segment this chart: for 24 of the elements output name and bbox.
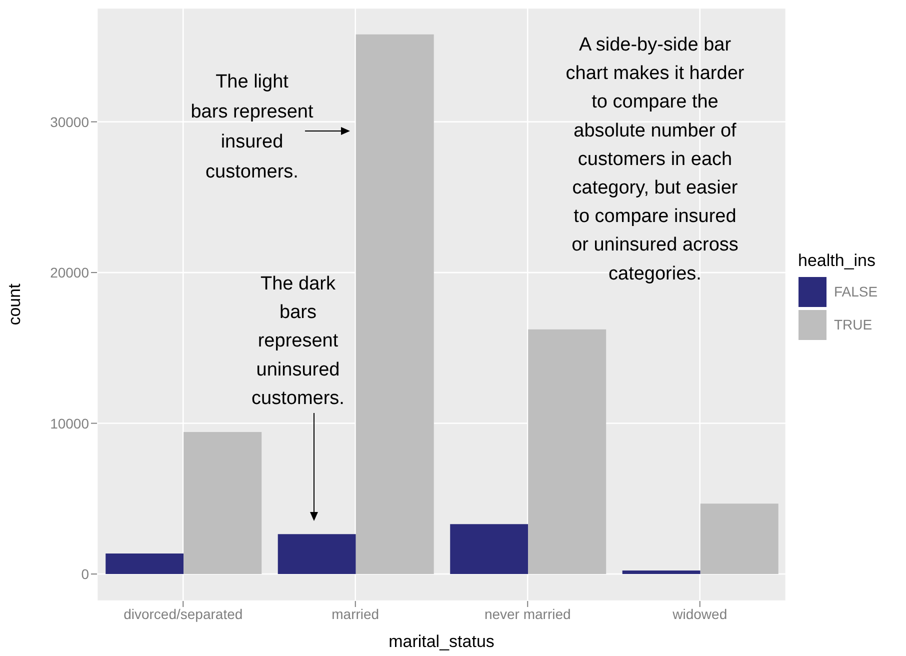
bar <box>184 432 262 574</box>
legend-label: FALSE <box>834 284 878 300</box>
x-tick-label: married <box>332 606 380 622</box>
x-axis-title: marital_status <box>388 632 494 651</box>
bar <box>528 329 606 574</box>
x-tick-label: divorced/separated <box>124 606 243 622</box>
y-tick-label: 10000 <box>50 415 90 432</box>
bar <box>356 34 434 574</box>
bar <box>622 570 700 574</box>
bar <box>700 504 778 574</box>
text: A side-by-side bar chart makes it harder to compare the absolute number of customers in each category, but easier to compare insured or uninsured across categories. <box>566 34 744 284</box>
y-tick-label: 30000 <box>50 114 90 130</box>
annotation: The light bars represent insured customers. <box>190 72 314 182</box>
y-tick-label: 0 <box>81 566 90 582</box>
y-axis-title: count <box>5 283 24 326</box>
annotation: The dark bars represent uninsured customers. <box>252 274 344 409</box>
bar <box>278 534 356 574</box>
y-tick-label: 20000 <box>50 264 90 281</box>
x-tick-label: never married <box>484 606 571 622</box>
bar <box>106 554 184 574</box>
legend-title: health_ins <box>798 251 876 270</box>
legend-label: TRUE <box>834 316 872 332</box>
bar <box>450 524 528 574</box>
x-tick-label: widowed <box>672 606 728 622</box>
